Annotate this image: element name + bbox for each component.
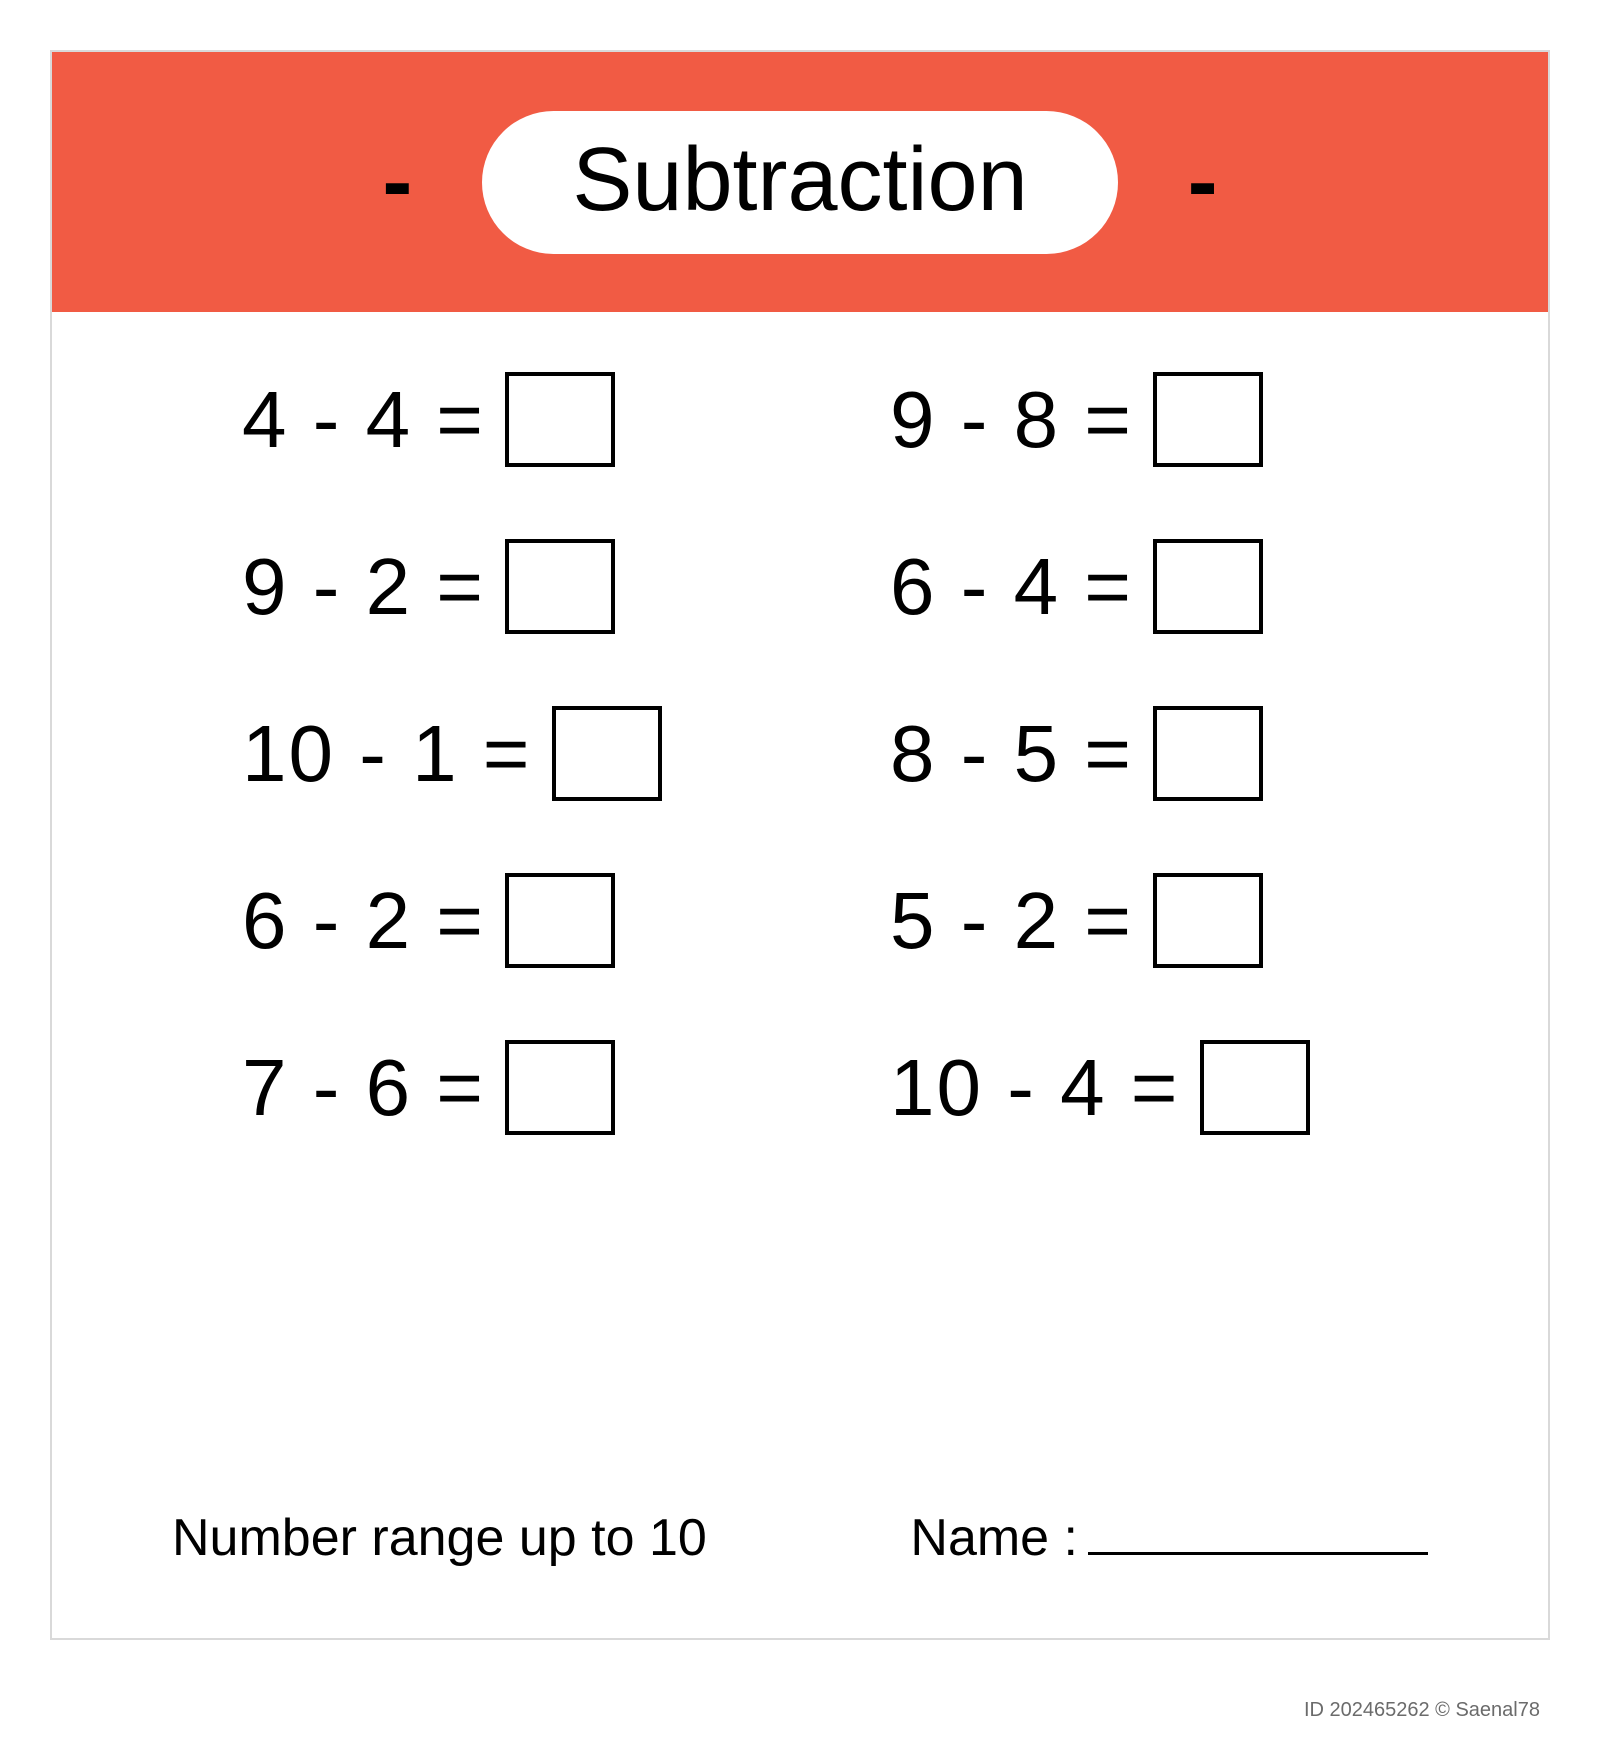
answer-box[interactable]: [1153, 706, 1263, 801]
problem-row: 7 - 6 =: [242, 1040, 750, 1135]
answer-box[interactable]: [505, 372, 615, 467]
header-dash-right: -: [1188, 131, 1218, 234]
answer-box[interactable]: [1153, 372, 1263, 467]
answer-box[interactable]: [505, 539, 615, 634]
problem-expression: 9 - 2 =: [242, 541, 485, 633]
answer-box[interactable]: [505, 873, 615, 968]
problem-expression: 8 - 5 =: [890, 708, 1133, 800]
problem-row: 6 - 2 =: [242, 873, 750, 968]
problem-row: 10 - 1 =: [242, 706, 750, 801]
number-range-label: Number range up to 10: [172, 1508, 707, 1568]
worksheet-footer: Number range up to 10 Name :: [52, 1508, 1548, 1568]
problem-expression: 6 - 2 =: [242, 875, 485, 967]
problem-row: 4 - 4 =: [242, 372, 750, 467]
answer-box[interactable]: [1153, 539, 1263, 634]
problem-row: 5 - 2 =: [890, 873, 1398, 968]
problem-row: 10 - 4 =: [890, 1040, 1398, 1135]
problem-expression: 7 - 6 =: [242, 1042, 485, 1134]
problems-grid: 4 - 4 = 9 - 8 = 9 - 2 = 6 - 4 = 10 - 1 = 8 - …: [52, 312, 1548, 1165]
header-dash-left: -: [382, 131, 412, 234]
problem-expression: 9 - 8 =: [890, 374, 1133, 466]
problem-row: 9 - 2 =: [242, 539, 750, 634]
problem-expression: 6 - 4 =: [890, 541, 1133, 633]
name-input-line[interactable]: [1088, 1552, 1428, 1555]
problem-row: 9 - 8 =: [890, 372, 1398, 467]
problem-expression: 10 - 1 =: [242, 708, 532, 800]
answer-box[interactable]: [1153, 873, 1263, 968]
problem-expression: 10 - 4 =: [890, 1042, 1180, 1134]
worksheet-page: - Subtraction - 4 - 4 = 9 - 8 = 9 - 2 = 6 -…: [50, 50, 1550, 1640]
problem-expression: 5 - 2 =: [890, 875, 1133, 967]
answer-box[interactable]: [1200, 1040, 1310, 1135]
answer-box[interactable]: [505, 1040, 615, 1135]
problem-row: 6 - 4 =: [890, 539, 1398, 634]
answer-box[interactable]: [552, 706, 662, 801]
problem-row: 8 - 5 =: [890, 706, 1398, 801]
name-label: Name :: [910, 1508, 1078, 1568]
worksheet-title-pill: Subtraction: [482, 111, 1117, 254]
stock-id-label: ID 202465262 © Saenal78: [1304, 1699, 1540, 1722]
problem-expression: 4 - 4 =: [242, 374, 485, 466]
worksheet-header: - Subtraction -: [52, 52, 1548, 312]
name-field-wrap: Name :: [910, 1508, 1428, 1568]
